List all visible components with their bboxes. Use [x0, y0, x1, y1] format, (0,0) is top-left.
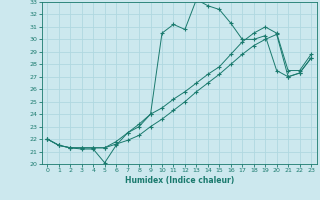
X-axis label: Humidex (Indice chaleur): Humidex (Indice chaleur) — [124, 176, 234, 185]
